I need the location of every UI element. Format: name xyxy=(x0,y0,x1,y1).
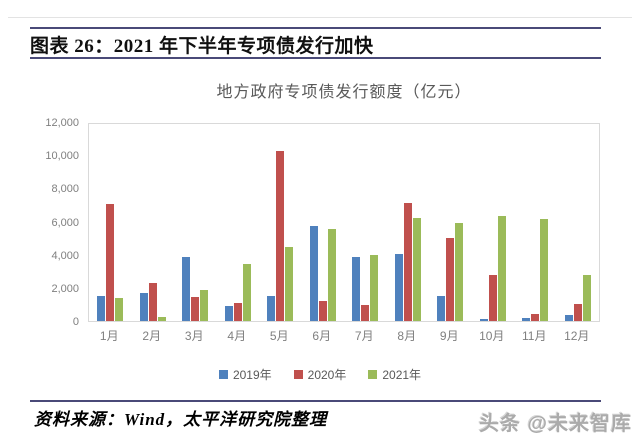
chart-title: 地方政府专项债发行额度（亿元） xyxy=(216,84,472,101)
header-rule-top xyxy=(30,27,601,29)
x-axis-label: 7月 xyxy=(354,329,374,343)
source-note: 资料来源：Wind，太平洋研究院整理 xyxy=(34,410,328,429)
bar-series3-month12 xyxy=(582,275,591,321)
bar-series3-month4 xyxy=(242,264,251,321)
bar-series1-month3 xyxy=(182,256,191,321)
legend-swatch-icon xyxy=(293,370,303,379)
watermark: 头条 @未来智库 xyxy=(478,413,632,435)
bar-series1-month10 xyxy=(479,318,488,321)
bar-series1-month5 xyxy=(267,296,276,321)
x-axis-label: 5月 xyxy=(269,329,289,343)
legend-item: 2021年 xyxy=(368,366,421,383)
bar-series2-month10 xyxy=(488,275,497,321)
plot-area xyxy=(88,123,600,322)
bar-series3-month3 xyxy=(200,289,209,321)
bar-series2-month3 xyxy=(191,297,200,321)
x-axis-label: 9月 xyxy=(439,329,459,343)
bar-series2-month4 xyxy=(233,302,242,321)
x-axis-label: 3月 xyxy=(184,329,204,343)
bar-series1-month11 xyxy=(522,317,531,321)
bar-series2-month11 xyxy=(531,313,540,321)
legend-item: 2020年 xyxy=(293,366,347,383)
bar-series3-month2 xyxy=(157,316,166,321)
x-axis-label: 12月 xyxy=(564,329,590,343)
bar-series2-month7 xyxy=(361,305,370,321)
x-axis-label: 1月 xyxy=(99,329,119,343)
x-axis-label: 2月 xyxy=(142,329,162,343)
legend-label: 2021年 xyxy=(382,368,422,382)
bar-series3-month9 xyxy=(455,223,464,321)
x-axis-label: 6月 xyxy=(312,329,332,343)
footer-rule xyxy=(30,400,601,402)
bar-series2-month2 xyxy=(148,283,157,321)
x-axis: 1月 2月 3月 4月 5月 6月 7月 8月 9月 10月 11月 12月 xyxy=(88,327,600,343)
bar-series3-month11 xyxy=(540,219,549,321)
legend-label: 2020年 xyxy=(307,368,347,382)
bar-series2-month1 xyxy=(106,204,115,321)
bar-series2-month6 xyxy=(318,301,327,321)
bar-series3-month5 xyxy=(285,247,294,321)
bar-series3-month10 xyxy=(497,215,506,321)
y-tick-label: 8,000 xyxy=(51,183,79,196)
y-tick-label: 2,000 xyxy=(51,282,79,295)
bar-series1-month2 xyxy=(139,293,148,321)
bar-series1-month1 xyxy=(97,296,106,321)
bar-series2-month9 xyxy=(446,238,455,321)
y-tick-label: 12,000 xyxy=(45,117,79,129)
x-axis-label: 8月 xyxy=(397,329,417,343)
legend-label: 2019年 xyxy=(232,368,272,382)
page-title: 图表 26：2021 年下半年专项债发行加快 xyxy=(30,36,374,57)
bar-series1-month8 xyxy=(394,253,403,321)
y-tick-label: 0 xyxy=(72,316,79,328)
page-top-rule xyxy=(8,17,632,18)
x-axis-label: 11月 xyxy=(522,329,547,343)
bar-series1-month12 xyxy=(564,315,573,321)
bar-series2-month12 xyxy=(573,303,582,321)
bar-series1-month9 xyxy=(437,295,446,321)
bar-series3-month8 xyxy=(412,217,421,321)
bar-series1-month6 xyxy=(309,225,318,321)
y-tick-label: 10,000 xyxy=(45,150,79,163)
legend-item: 2019年 xyxy=(218,366,272,383)
x-axis-label: 10月 xyxy=(479,329,505,343)
bar-series3-month6 xyxy=(327,229,336,321)
bar-series1-month4 xyxy=(224,306,233,321)
legend-swatch-icon xyxy=(368,370,378,379)
bar-series3-month1 xyxy=(115,298,124,321)
bar-series2-month8 xyxy=(403,202,412,321)
header-rule-bottom xyxy=(30,57,601,59)
legend: 2019年 2020年 2021年 xyxy=(0,366,640,383)
bar-series2-month5 xyxy=(276,151,285,321)
bar-series3-month7 xyxy=(370,255,379,321)
y-axis: 0 2,000 4,000 6,000 8,000 10,000 12,000 xyxy=(0,117,79,328)
y-tick-label: 4,000 xyxy=(51,249,79,262)
legend-swatch-icon xyxy=(218,370,228,379)
x-axis-label: 4月 xyxy=(227,329,247,343)
bar-series1-month7 xyxy=(352,256,361,321)
y-tick-label: 6,000 xyxy=(51,216,79,229)
